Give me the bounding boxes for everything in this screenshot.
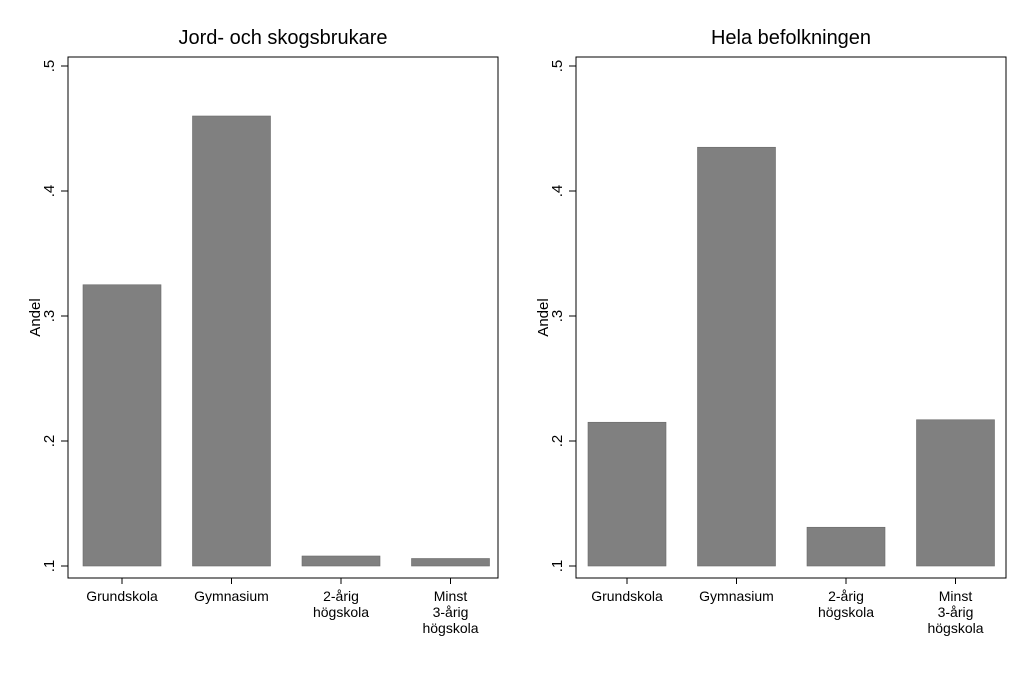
bar-3 (806, 526, 886, 567)
x-category-label: högskola (313, 604, 369, 620)
x-category-label: Gymnasium (699, 588, 774, 604)
x-category-label: högskola (422, 620, 478, 636)
bar-2 (697, 146, 776, 567)
bar-2 (192, 115, 271, 567)
x-category-label: 2-årig (323, 588, 359, 604)
plot-frame (575, 56, 1007, 579)
x-category-label: Minst (434, 588, 468, 604)
y-axis-label: Andel (535, 298, 552, 336)
y-tick-label: .3 (41, 310, 58, 323)
bar-1 (82, 284, 162, 567)
bar-4 (411, 558, 490, 567)
y-tick-label: .4 (41, 185, 58, 198)
chart-title: Hela befolkningen (711, 27, 871, 49)
bar-1 (587, 421, 667, 567)
y-tick-label: .5 (41, 60, 58, 73)
chart-panel-1: Jord- och skogsbrukare Andel .1 .2 .3 .4 .5 Gru… (27, 27, 499, 636)
bar-4 (916, 419, 995, 567)
y-axis-label: Andel (27, 298, 44, 336)
plot-frame (67, 56, 499, 579)
y-tick-label: .2 (549, 435, 566, 448)
x-category-label: högskola (818, 604, 874, 620)
x-category-label: Minst (939, 588, 973, 604)
y-tick-label: .2 (41, 435, 58, 448)
chart-panel-2: Hela befolkningen Andel .1 .2 .3 .4 .5 Grundsko… (535, 27, 1007, 636)
x-category-label: Grundskola (591, 588, 663, 604)
y-tick-label: .3 (549, 310, 566, 323)
chart-title: Jord- och skogsbrukare (179, 27, 388, 49)
x-category-label: 2-årig (828, 588, 864, 604)
y-tick-label: .1 (549, 560, 566, 573)
x-category-label: 3-årig (938, 604, 974, 620)
y-tick-label: .4 (549, 185, 566, 198)
y-tick-label: .1 (41, 560, 58, 573)
x-category-label: Grundskola (86, 588, 158, 604)
x-category-label: högskola (927, 620, 983, 636)
bar-3 (301, 555, 381, 567)
x-category-label: 3-årig (433, 604, 469, 620)
x-category-label: Gymnasium (194, 588, 269, 604)
y-tick-label: .5 (549, 60, 566, 73)
